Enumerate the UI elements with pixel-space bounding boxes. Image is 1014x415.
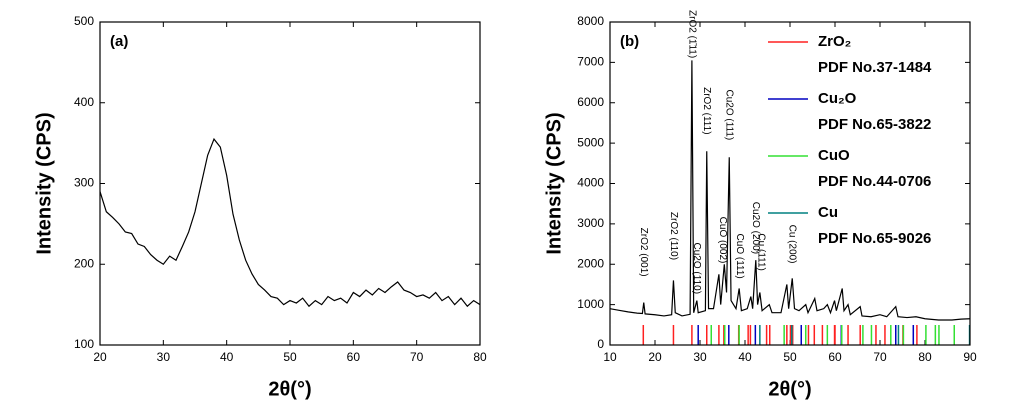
y-tick-label: 0 [597, 337, 604, 351]
x-tick-label: 50 [783, 350, 797, 364]
data-line [99, 137, 481, 308]
x-tick-label: 80 [473, 350, 487, 364]
peak-label: Cu (111) [756, 233, 767, 270]
y-axis-label: Intensity (CPS) [543, 112, 565, 254]
legend-pdf: PDF No.37-1484 [818, 59, 932, 76]
y-tick-label: 1000 [577, 297, 604, 311]
x-tick-label: 40 [220, 350, 234, 364]
peak-label: ZrO2 (110) [668, 212, 679, 260]
y-axis-label: Intensity (CPS) [33, 112, 55, 254]
peak-label: CuO (002) [717, 217, 728, 264]
y-tick-label: 5000 [577, 135, 604, 149]
peak-label: CuO (111) [734, 234, 745, 279]
plot-frame [609, 21, 971, 346]
legend-pdf: PDF No.44-0706 [818, 173, 931, 190]
x-axis-label: 2θ(°) [768, 378, 811, 400]
x-tick-label: 50 [283, 350, 297, 364]
peak-label: Cu (200) [787, 225, 798, 264]
legend-pdf: PDF No.65-9026 [818, 230, 931, 247]
y-tick-label: 300 [74, 176, 94, 190]
x-tick-label: 20 [93, 350, 107, 364]
panel-label: (a) [110, 33, 128, 50]
peak-label: Cu2O (110) [691, 243, 702, 295]
x-tick-label: 70 [410, 350, 424, 364]
peak-label: ZrO2 (1̄11) [686, 10, 697, 58]
x-tick-label: 60 [828, 350, 842, 364]
y-tick-label: 6000 [577, 95, 604, 109]
legend-label: CuO [818, 147, 850, 164]
x-axis-label: 2θ(°) [268, 378, 311, 400]
y-tick-label: 400 [74, 95, 94, 109]
peak-label: ZrO2 (111) [701, 87, 712, 134]
x-tick-label: 70 [873, 350, 887, 364]
peak-label: Cu2O (111) [724, 89, 735, 140]
legend-label: Cu₂O [818, 90, 857, 107]
y-tick-label: 100 [74, 337, 94, 351]
legend-pdf: PDF No.65-3822 [818, 116, 931, 133]
y-tick-label: 7000 [577, 55, 604, 69]
plot-frame [99, 21, 481, 346]
y-tick-label: 2000 [577, 256, 604, 270]
y-tick-label: 8000 [577, 14, 604, 28]
x-tick-label: 30 [157, 350, 171, 364]
x-tick-label: 40 [738, 350, 752, 364]
y-tick-label: 500 [74, 14, 94, 28]
y-tick-label: 3000 [577, 216, 604, 230]
panel-label: (b) [620, 33, 639, 50]
x-tick-label: 30 [693, 350, 707, 364]
x-tick-label: 90 [963, 350, 977, 364]
x-tick-label: 80 [918, 350, 932, 364]
y-tick-label: 200 [74, 256, 94, 270]
peak-label: ZrO2 (001) [638, 228, 649, 277]
data-line [609, 60, 971, 321]
peak-label: Cu2O (200) [750, 202, 761, 254]
x-tick-label: 20 [648, 350, 662, 364]
x-tick-label: 60 [347, 350, 361, 364]
legend-label: Cu [818, 204, 838, 221]
x-tick-label: 10 [603, 350, 617, 364]
legend-label: ZrO₂ [818, 33, 851, 50]
y-tick-label: 4000 [577, 176, 604, 190]
